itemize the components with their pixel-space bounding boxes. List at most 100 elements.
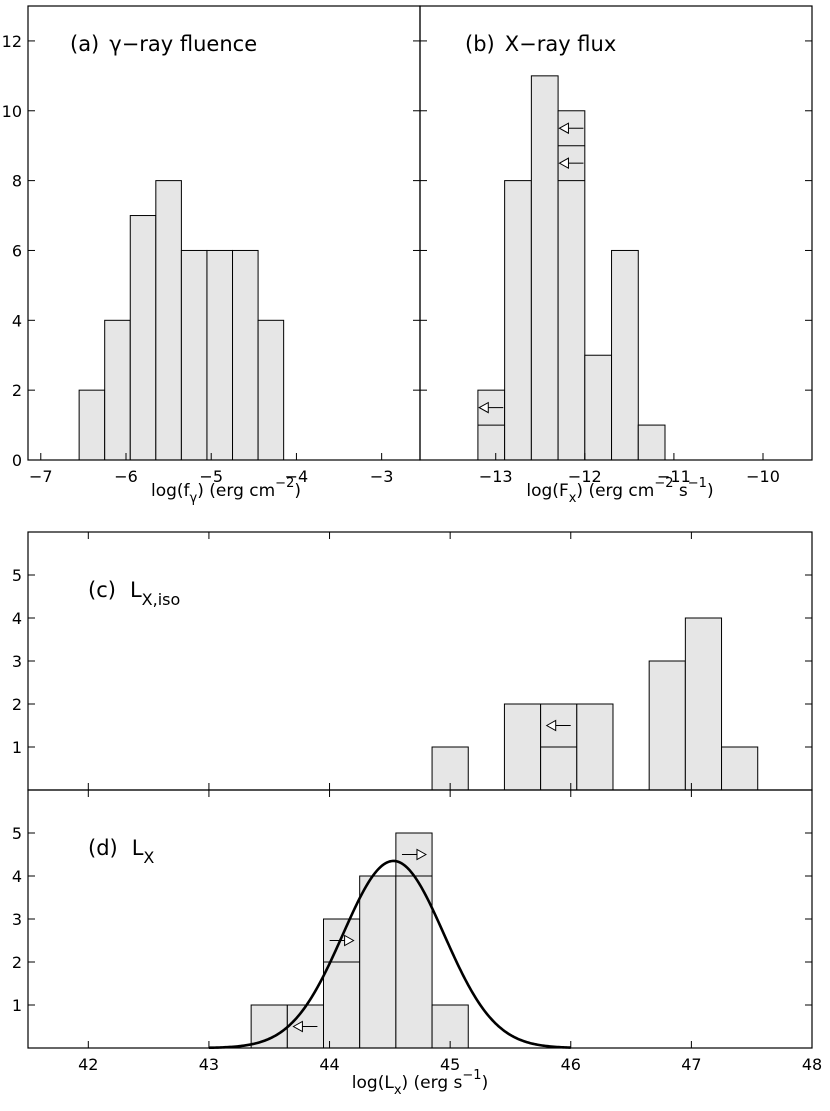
xtick-label-2: 44	[319, 1055, 339, 1074]
xtick-label-0: −13	[479, 467, 513, 486]
ytick-label-2: 3	[12, 652, 22, 671]
histogram-bar-1	[503, 703, 542, 791]
ytick-label-4: 5	[12, 824, 22, 843]
xtick-label-2: −5	[199, 467, 223, 486]
arrow-head	[478, 401, 489, 414]
arrow-head	[344, 934, 355, 947]
panel-b-label: (b)	[465, 32, 495, 56]
histogram-bar-1	[504, 180, 532, 461]
ytick-label-0: 1	[12, 738, 22, 757]
arrow-head	[292, 1020, 303, 1033]
bar-group	[250, 832, 469, 1049]
ytick-label-2: 3	[12, 910, 22, 929]
lower-limit-arrow-2	[401, 848, 427, 861]
histogram-bar-3	[576, 703, 614, 791]
histogram-bar-4	[395, 832, 433, 1049]
tick-group: 0 2 4 6 8 10 12 −7 −6 −5 −4 −3	[2, 32, 420, 486]
panel-b-xlabel: log(Fx) (erg cm−2 s−1)	[526, 476, 713, 506]
upper-limit-arrow-0	[478, 401, 504, 414]
ytick-label-1: 2	[12, 953, 22, 972]
histogram-bar-6	[637, 424, 666, 461]
xtick-label-4: −3	[370, 467, 394, 486]
histogram-bar-2	[530, 75, 559, 461]
panel-c-title-sub: X,iso	[142, 590, 181, 609]
ytick-label-6: 12	[2, 32, 22, 51]
panel-a-xlabel: log(fγ) (erg cm−2)	[151, 476, 301, 506]
panel-c-title: (c) LX,iso	[88, 578, 180, 609]
bar-group	[431, 617, 759, 791]
histogram-bar-6	[721, 746, 759, 791]
panel-b-x-ray-flux: −13 −12 −11 −10 (b) X−ray flux log(Fx) (erg …	[419, 5, 813, 506]
panel-d-title: (d) LX	[88, 836, 154, 867]
ytick-label-1: 2	[12, 381, 22, 400]
histogram-bar-3	[557, 110, 586, 461]
xtick-label-3: −10	[746, 467, 780, 486]
histogram-bar-5	[684, 617, 723, 791]
histogram-bar-0	[250, 1004, 288, 1049]
upper-limit-arrow-1	[558, 157, 584, 170]
ytick-label-3: 4	[12, 867, 22, 886]
ytick-label-4: 5	[12, 566, 22, 585]
panel-a-title-text: γ−ray fluence	[109, 32, 257, 56]
xtick-label-1: 43	[199, 1055, 219, 1074]
ytick-label-1: 2	[12, 695, 22, 714]
tick-group: 1 2 3 4 5	[12, 532, 813, 790]
panel-d-title-text: L	[132, 836, 144, 860]
histogram-bar-7	[257, 319, 285, 461]
panel-d-title-sub: X	[143, 848, 154, 867]
ytick-label-0: 0	[12, 451, 22, 470]
arrow-head	[558, 122, 569, 135]
histogram-bar-1	[104, 319, 131, 461]
histogram-bar-3	[155, 180, 182, 461]
arrow-head	[545, 719, 557, 732]
xtick-label-3: −4	[285, 467, 309, 486]
arrow-head	[558, 157, 569, 170]
histogram-bar-4	[180, 249, 208, 461]
ytick-label-4: 8	[12, 172, 22, 191]
histogram-bar-5	[431, 1004, 469, 1049]
bar-group	[78, 180, 285, 461]
histogram-bar-2	[129, 215, 157, 461]
histogram-bar-6	[232, 249, 259, 461]
panel-c-title-text: L	[130, 578, 142, 602]
panel-c-lx-iso: 1 2 3 4 5 (c) LX,iso	[12, 531, 813, 791]
upper-limit-arrow-2	[558, 122, 584, 135]
ytick-label-2: 4	[12, 311, 22, 330]
panel-c-label: (c)	[88, 578, 116, 602]
gaussian-fit-curve	[208, 859, 571, 1050]
axes-frame	[419, 5, 813, 461]
xtick-label-1: −6	[114, 467, 138, 486]
panel-d-label: (d)	[88, 836, 118, 860]
histogram-bar-5	[611, 249, 639, 461]
ytick-label-3: 4	[12, 609, 22, 628]
panel-a-title: (a) γ−ray fluence	[70, 32, 257, 56]
histogram-bar-5	[206, 249, 234, 461]
bar-group	[477, 75, 666, 461]
lower-limit-arrow-1	[329, 934, 355, 947]
panel-a-gamma-ray-fluence: 0 2 4 6 8 10 12 −7 −6 −5 −4 −3 (a) γ−ray fluence log…	[2, 5, 421, 506]
xtick-label-0: 42	[78, 1055, 98, 1074]
arrow-head	[416, 848, 427, 861]
histogram-bar-4	[584, 354, 613, 461]
histogram-bar-0	[431, 746, 469, 791]
xtick-label-6: 48	[802, 1055, 822, 1074]
limit-arrows	[477, 122, 585, 426]
histogram-bar-0	[78, 389, 106, 461]
panel-d-xlabel: log(Lx) (erg s−1)	[352, 1068, 488, 1098]
xtick-label-2: −11	[657, 467, 691, 486]
panel-a-label: (a)	[70, 32, 99, 56]
xtick-label-3: 45	[440, 1055, 460, 1074]
xtick-label-1: −12	[568, 467, 602, 486]
upper-limit-arrow-0	[545, 719, 571, 732]
ytick-label-3: 6	[12, 241, 22, 260]
xtick-label-0: −7	[29, 467, 53, 486]
tick-group: −13 −12 −11 −10	[420, 40, 812, 486]
xtick-label-4: 46	[561, 1055, 581, 1074]
histogram-bar-4	[648, 660, 686, 791]
ytick-label-5: 10	[2, 102, 22, 121]
ytick-label-0: 1	[12, 996, 22, 1015]
histogram-bar-3	[359, 875, 397, 1049]
